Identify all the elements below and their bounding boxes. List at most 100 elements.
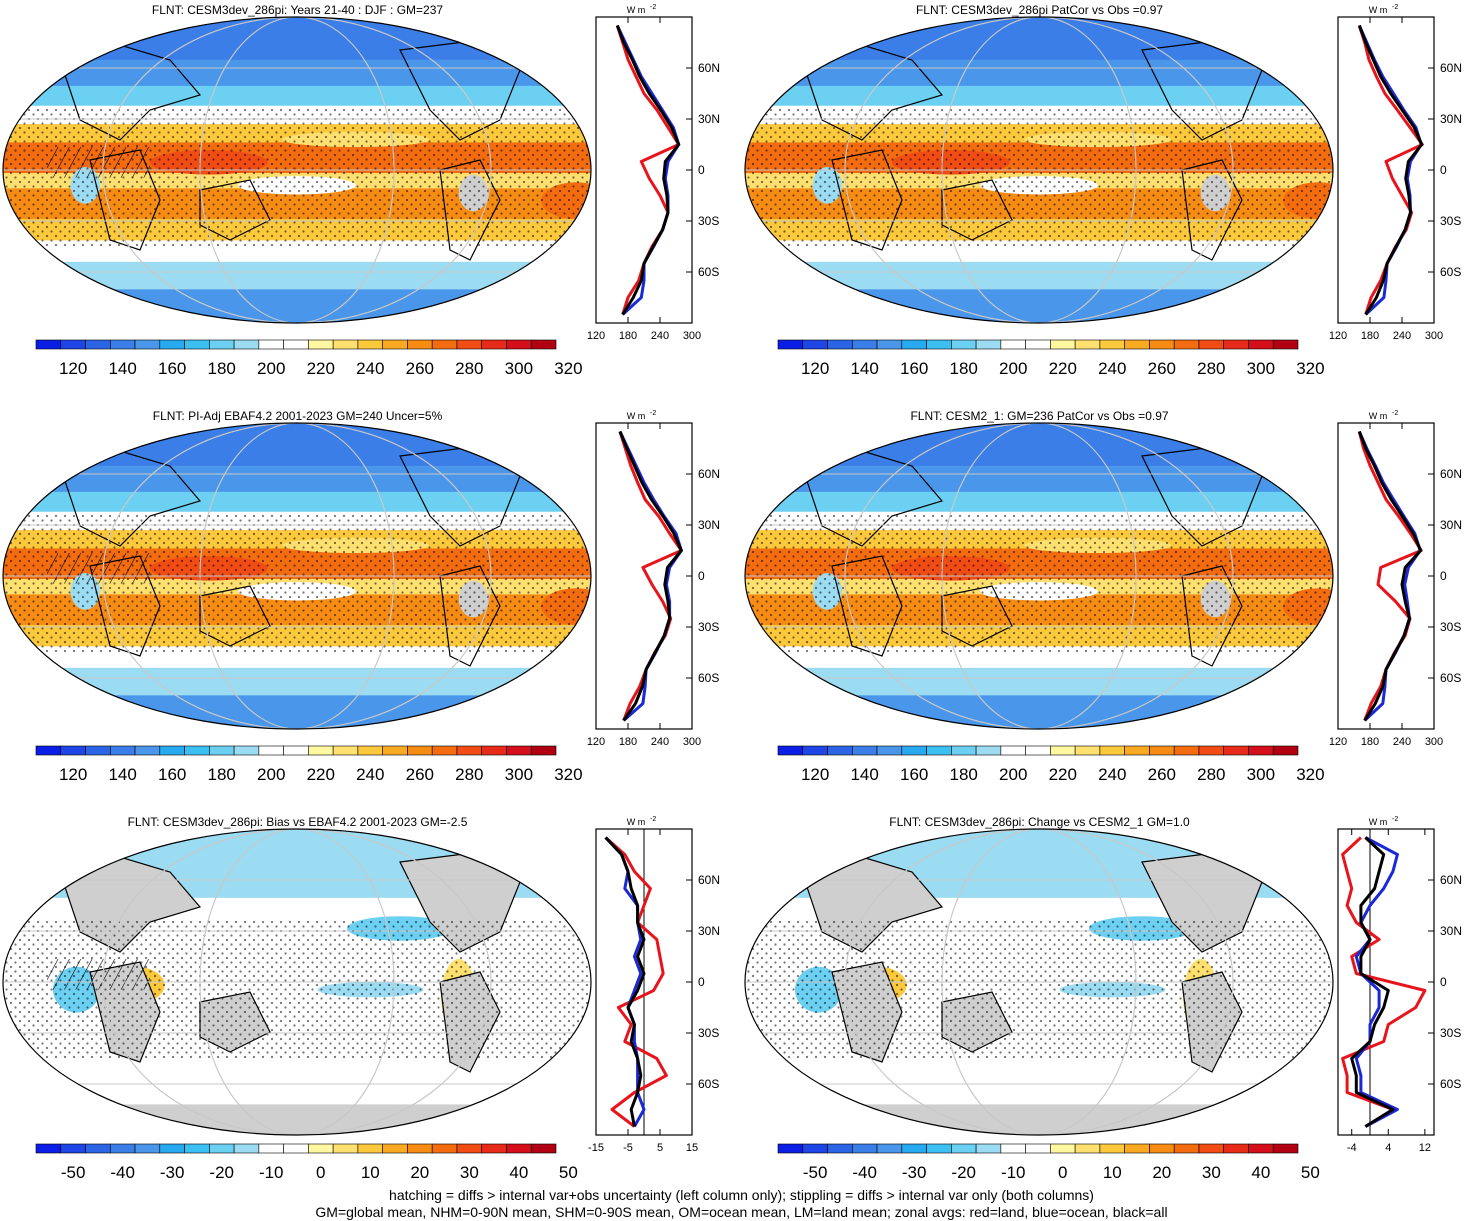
footer-line-2: GM=global mean, NHM=0-90N mean, SHM=0-90… [315, 1204, 1168, 1220]
map-field [745, 829, 1333, 1135]
graticule-line [199, 829, 395, 1135]
zonal-series-ocean [1354, 836, 1399, 1128]
colorbar-tick-label: 200 [999, 765, 1027, 784]
graticule-line [102, 829, 492, 1135]
colorbar-swatch [332, 339, 359, 350]
colorbar-swatch [332, 745, 359, 756]
colorbar-swatch [85, 339, 111, 350]
colorbar-tick-label: 320 [1296, 359, 1324, 378]
colorbar-swatch [1099, 339, 1125, 350]
colorbar-swatch [308, 745, 334, 756]
zonal-series-all [1357, 24, 1424, 316]
latitude-band [745, 695, 1333, 729]
zonal-series-ocean [1357, 430, 1422, 722]
colorbar-tick-label: 220 [307, 765, 335, 784]
colorbar-swatch [308, 339, 334, 350]
zonal-series-all [1357, 430, 1423, 722]
colorbar-tick-label: 120 [801, 765, 829, 784]
colorbar-tick-label: 200 [257, 765, 285, 784]
colorbar-tick-label: 180 [208, 359, 236, 378]
colorbar-tick-label: -50 [61, 1163, 86, 1182]
zonal-series-ocean [604, 836, 646, 1128]
colorbar-swatch [802, 339, 828, 350]
colorbar-tick-label: 260 [1148, 359, 1176, 378]
latitude-band [3, 465, 591, 493]
map-field [745, 423, 1333, 729]
colorbar-swatch [332, 1143, 359, 1154]
latitude-band [3, 667, 591, 696]
colorbar-tick-label: 280 [1197, 765, 1225, 784]
lat-tick-label: 60S [1440, 1077, 1461, 1091]
lat-tick-label: 30N [698, 924, 720, 938]
lat-tick-label: 60N [698, 467, 720, 481]
colorbar-swatch [1198, 745, 1225, 756]
colorbar-swatch [159, 745, 185, 756]
latitude-band [745, 465, 1333, 493]
colorbar-tick-label: 280 [455, 359, 483, 378]
colorbar-tick-label: 260 [406, 359, 434, 378]
zonal-series-land [1357, 431, 1423, 722]
colorbar-tick-label: 220 [1049, 359, 1077, 378]
colorbar-swatch [1124, 339, 1150, 350]
colorbar-tick-label: 220 [307, 359, 335, 378]
lat-tick-label: 60N [698, 873, 720, 887]
lat-tick-label: 30S [1440, 1026, 1461, 1040]
colorbar-swatch [382, 339, 408, 350]
map-panel: -50 -40 -30 -20 -10 0 10 20 30 40 50 60N 30N 0 30S 60S -… [2, 816, 720, 1182]
colorbar-tick-label: 30 [460, 1163, 479, 1182]
zonal-series-all [618, 430, 683, 722]
x-tick-label: 240 [1393, 736, 1411, 748]
zonal-series-land [604, 836, 668, 1128]
colorbar-tick-label: -50 [803, 1163, 828, 1182]
colorbar-tick-label: 120 [59, 765, 87, 784]
colorbar-swatch [876, 745, 903, 756]
colorbar-swatch [901, 339, 927, 350]
colorbar-swatch [209, 745, 235, 756]
colorbar-tick-label: 240 [356, 765, 384, 784]
colorbar-tick-label: 280 [1197, 359, 1225, 378]
colorbar-swatch [951, 745, 977, 756]
x-tick-label: -15 [588, 1142, 604, 1154]
unit-label: W m [1369, 5, 1388, 15]
colorbar-swatch [975, 1143, 1002, 1154]
colorbar-swatch [777, 745, 804, 756]
colorbar-swatch [431, 339, 458, 350]
colorbar-swatch [184, 1143, 210, 1154]
latitude-band [745, 59, 1333, 87]
map-border [744, 16, 1334, 324]
graticule-line [199, 17, 395, 323]
unit-label: W m [627, 5, 646, 15]
lat-tick-label: 60N [698, 61, 720, 75]
colorbar-tick-label: 10 [1103, 1163, 1122, 1182]
colorbar-swatch [851, 339, 878, 350]
lat-tick-label: 30N [698, 518, 720, 532]
map-panel: 120 140 160 180 200 220 240 260 280 300 320 60N 30N 0… [2, 4, 720, 378]
colorbar-swatch [851, 1143, 878, 1154]
hatching [47, 959, 150, 990]
lat-tick-label: 0 [698, 163, 705, 177]
unit-label: W m [1369, 411, 1388, 421]
colorbar-swatch [1198, 1143, 1225, 1154]
colorbar-tick-label: 180 [950, 359, 978, 378]
latitude-band [745, 85, 1333, 107]
map-panel: -50 -40 -30 -20 -10 0 10 20 30 40 50 60N 30N 0 30S 60S -… [744, 816, 1462, 1182]
colorbar-swatch [60, 1143, 86, 1154]
graticule-line [199, 423, 395, 729]
lat-tick-label: 60N [1440, 61, 1462, 75]
x-tick-label: 300 [683, 736, 701, 748]
unit-superscript: -2 [650, 410, 656, 417]
colorbar-swatch [134, 1143, 161, 1154]
colorbar-tick-label: 300 [505, 765, 533, 784]
colorbar-tick-label: 180 [208, 765, 236, 784]
lat-tick-label: 60S [698, 671, 719, 685]
unit-superscript: -2 [650, 816, 656, 823]
zonal-series-all [1350, 836, 1395, 1128]
colorbar-swatch [975, 745, 1002, 756]
lat-tick-label: 30S [1440, 620, 1461, 634]
x-tick-label: 300 [1425, 330, 1443, 342]
colorbar-swatch [951, 1143, 977, 1154]
colorbar-swatch [283, 339, 309, 350]
colorbar-tick-label: 160 [158, 359, 186, 378]
colorbar-tick-label: 200 [257, 359, 285, 378]
map-panel: 120 140 160 180 200 220 240 260 280 300 320 60N 30N 0… [2, 410, 720, 784]
